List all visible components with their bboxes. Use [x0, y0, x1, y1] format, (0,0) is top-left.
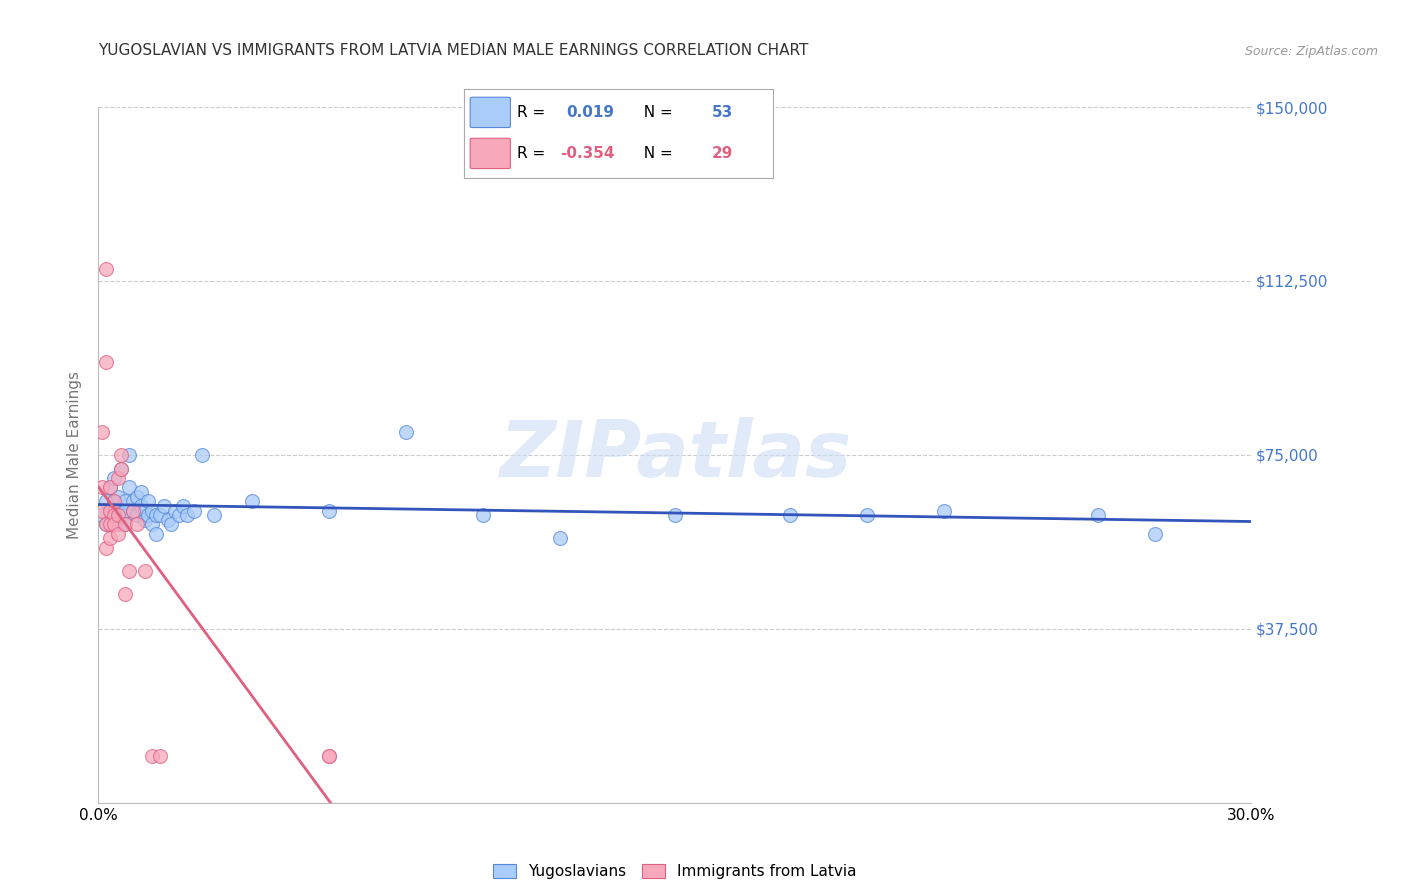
Point [122, 503, 145, 517]
Y-axis label: Median Male Earnings: Median Male Earnings [67, 371, 83, 539]
Point [134, 564, 156, 578]
Point [932, 503, 955, 517]
Point [172, 499, 194, 513]
Point [125, 517, 148, 532]
Point [91, 425, 114, 439]
Text: YUGOSLAVIAN VS IMMIGRANTS FROM LATVIA MEDIAN MALE EARNINGS CORRELATION CHART: YUGOSLAVIAN VS IMMIGRANTS FROM LATVIA ME… [98, 43, 808, 58]
Text: N =: N = [634, 146, 678, 161]
Legend: Yugoslavians, Immigrants from Latvia: Yugoslavians, Immigrants from Latvia [486, 858, 863, 886]
Point [471, 508, 494, 523]
Point [103, 471, 125, 485]
Point [114, 494, 136, 508]
Text: 29: 29 [711, 146, 733, 161]
Point [107, 526, 129, 541]
Point [98, 517, 121, 532]
Point [110, 462, 132, 476]
Point [138, 494, 160, 508]
Point [110, 508, 132, 523]
Point [94, 494, 117, 508]
Point [156, 513, 179, 527]
Point [122, 494, 145, 508]
Point [779, 508, 801, 523]
Point [107, 503, 129, 517]
Point [98, 503, 121, 517]
Point [110, 462, 132, 476]
Point [183, 503, 205, 517]
Point [141, 749, 163, 764]
Point [165, 503, 187, 517]
Point [318, 749, 340, 764]
Text: ZIPatlas: ZIPatlas [499, 417, 851, 493]
Point [94, 517, 117, 532]
Point [149, 508, 172, 523]
Point [114, 587, 136, 601]
Point [94, 355, 117, 369]
Point [856, 508, 879, 523]
Point [91, 508, 114, 523]
Point [160, 517, 183, 532]
Point [318, 749, 340, 764]
Point [103, 517, 125, 532]
Point [98, 532, 121, 546]
Point [103, 508, 125, 523]
Point [107, 508, 129, 523]
Point [122, 503, 145, 517]
Point [548, 532, 571, 546]
Point [118, 564, 141, 578]
Point [110, 448, 132, 462]
Text: -0.354: -0.354 [560, 146, 614, 161]
Point [114, 503, 136, 517]
Point [94, 262, 117, 277]
Point [1144, 526, 1167, 541]
Point [98, 480, 121, 494]
Point [138, 508, 160, 523]
Point [103, 494, 125, 508]
Point [114, 517, 136, 532]
Point [98, 480, 121, 494]
Point [318, 503, 340, 517]
Text: 53: 53 [711, 105, 733, 120]
Point [134, 513, 156, 527]
FancyBboxPatch shape [470, 97, 510, 128]
FancyBboxPatch shape [470, 138, 510, 169]
Point [94, 517, 117, 532]
Point [129, 485, 152, 500]
Point [149, 749, 172, 764]
Point [107, 490, 129, 504]
Point [1087, 508, 1109, 523]
Point [145, 508, 167, 523]
Text: R =: R = [516, 105, 554, 120]
Point [103, 494, 125, 508]
Point [145, 526, 167, 541]
Point [98, 503, 121, 517]
Point [94, 541, 117, 555]
Point [129, 499, 152, 513]
Point [118, 448, 141, 462]
Point [134, 503, 156, 517]
Point [395, 425, 418, 439]
Point [107, 517, 129, 532]
Point [664, 508, 686, 523]
Text: 0.019: 0.019 [567, 105, 614, 120]
Point [141, 503, 163, 517]
Point [240, 494, 263, 508]
Point [202, 508, 225, 523]
Text: N =: N = [634, 105, 678, 120]
Text: Source: ZipAtlas.com: Source: ZipAtlas.com [1244, 45, 1378, 58]
Text: R =: R = [516, 146, 550, 161]
Point [91, 503, 114, 517]
Point [191, 448, 214, 462]
Point [118, 480, 141, 494]
Point [152, 499, 174, 513]
Point [167, 508, 190, 523]
Point [176, 508, 198, 523]
Point [141, 517, 163, 532]
Point [107, 471, 129, 485]
Point [114, 517, 136, 532]
Point [91, 480, 114, 494]
Point [125, 508, 148, 523]
Point [125, 490, 148, 504]
